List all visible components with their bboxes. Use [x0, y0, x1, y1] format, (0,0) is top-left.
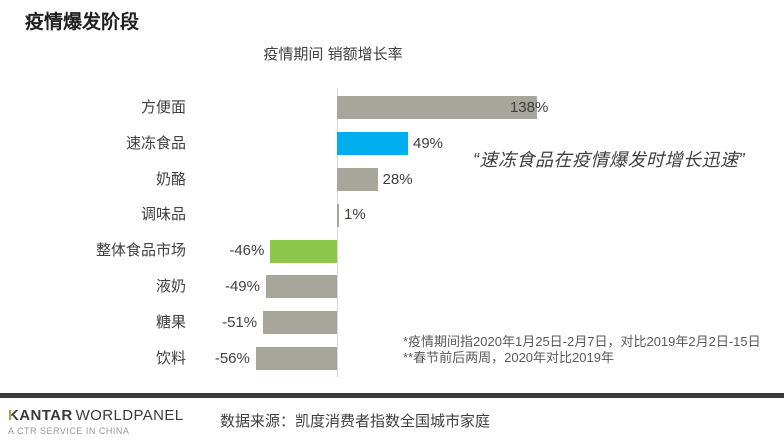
bar	[337, 132, 408, 156]
data-source-text: 数据来源：凯度消费者指数全国城市家庭	[220, 413, 491, 430]
footnotes: *疫情期间指2020年1月25日-2月7日，对比2019年2月2日-15日 **…	[403, 334, 761, 366]
callout-quote: “速冻食品在疫情爆发时增长迅速”	[473, 150, 745, 170]
value-label: 138%	[509, 99, 549, 116]
logo-brand-light: WORLDPANEL	[75, 407, 184, 424]
bar	[337, 168, 378, 191]
value-label: -46%	[229, 242, 265, 260]
bar	[337, 96, 537, 120]
logo-brand-bold: ANTAR	[19, 407, 73, 424]
bar	[270, 239, 337, 263]
page-title: 疫情爆发阶段	[25, 12, 140, 33]
category-label: 奶酪	[155, 170, 186, 188]
footnote-2: **春节前后两周，2020年对比2019年	[403, 350, 614, 365]
category-label: 速冻食品	[125, 134, 186, 152]
category-label: 饮料	[155, 349, 186, 367]
bar	[263, 311, 337, 335]
category-label: 调味品	[140, 206, 186, 224]
value-label: 49%	[413, 134, 444, 152]
value-label: -56%	[214, 349, 250, 367]
logo-tagline: A CTR SERVICE IN CHINA	[8, 426, 130, 436]
category-label: 液奶	[155, 278, 186, 295]
footnote-1: *疫情期间指2020年1月25日-2月7日，对比2019年2月2日-15日	[403, 334, 761, 349]
kantar-worldpanel-logo: KANTAR WORLDPANEL A CTR SERVICE IN CHINA	[8, 407, 184, 436]
value-label: -49%	[224, 278, 260, 295]
category-label: 糖果	[155, 313, 186, 331]
bar	[255, 347, 337, 370]
bar	[265, 275, 337, 299]
category-label: 整体食品市场	[95, 242, 186, 260]
category-label: 方便面	[140, 99, 186, 116]
value-label: -51%	[222, 313, 258, 331]
zero-axis-line	[337, 88, 338, 377]
bar	[337, 203, 339, 227]
footer-divider	[0, 393, 784, 398]
logo-brand: KANTAR WORLDPANEL	[8, 407, 184, 424]
logo-k-gold: K	[8, 407, 20, 424]
value-label: 1%	[344, 206, 366, 224]
chart-title: 疫情期间 销额增长率	[263, 46, 403, 63]
value-label: 28%	[382, 170, 413, 188]
